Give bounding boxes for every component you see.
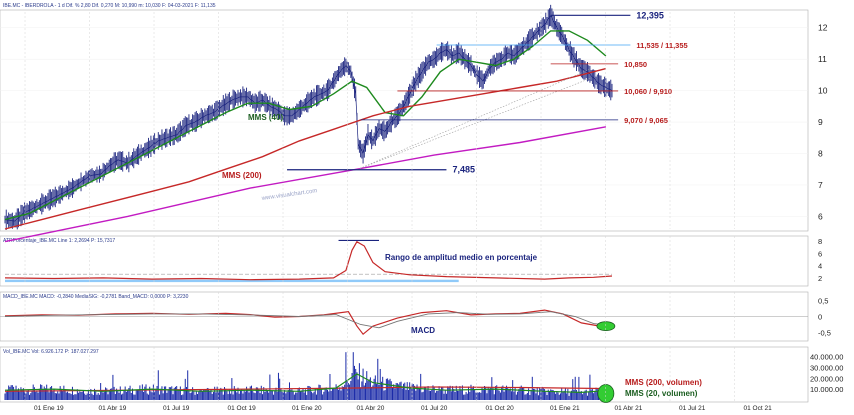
- x-tick: 01 Oct 19: [228, 405, 257, 412]
- price-pane: 6 7 8 9 10 11 12 12,395 11,535 / 11,355 10,850 10,…: [0, 4, 828, 243]
- price-pane-title: IBE.MC - IBERDROLA - 1 d Dif. % 2,80 Dif…: [3, 3, 216, 9]
- price-y-tick: 10: [818, 86, 828, 96]
- price-series-0: [4, 30, 607, 221]
- level-label-3: 10,060 / 9,910: [624, 87, 672, 96]
- price-y-tick: 12: [818, 23, 828, 33]
- x-tick: 01 Oct 20: [486, 405, 515, 412]
- x-tick: 01 Abr 20: [357, 405, 385, 412]
- level-label-1: 11,535 / 11,355: [636, 41, 687, 50]
- vol-y-tick: 40.000.00: [810, 353, 843, 362]
- x-tick: 01 Ene 21: [550, 405, 580, 412]
- atr-pane-frame: [0, 235, 809, 287]
- price-y-tick: 7: [818, 180, 823, 190]
- vol-y-tick: 20.000.00: [810, 374, 843, 383]
- x-tick: 01 Oct 21: [744, 405, 773, 412]
- atr-pane-title: ATRPorcentaje_IBE.MC Line 1: 2,2694 P: 1…: [3, 238, 115, 244]
- x-tick: 01 Jul 21: [679, 405, 706, 412]
- x-tick: 01 Abr 21: [615, 405, 643, 412]
- macd-y-tick: -0,5: [818, 329, 831, 338]
- volume-pane-title: Vol_IBE.MC Vol: 6.926.172 P: 187.027.297: [3, 349, 99, 355]
- vol-series-1: [4, 373, 613, 394]
- price-y-tick: 6: [818, 211, 823, 221]
- macd-highlight: [596, 321, 616, 332]
- price-y-tick: 11: [818, 54, 827, 64]
- level-label-5: 7,485: [452, 165, 475, 175]
- vol-y-tick: 30.000.00: [810, 363, 843, 372]
- x-axis: 01 Ene 19 01 Abr 19 01 Jul 19 01 Oct 19 01 E…: [24, 12, 773, 412]
- atr-y-tick: 8: [818, 237, 822, 246]
- macd-annotation: MACD: [411, 326, 435, 335]
- vol-mms20-label: MMS (20, volumen): [625, 389, 698, 398]
- mms40-label: MMS (40): [248, 113, 283, 122]
- atr-y-tick: 4: [818, 262, 822, 271]
- level-label-4: 9,070 / 9,065: [624, 116, 668, 125]
- atr-annotation: Rango de amplitud medio en porcentaje: [385, 253, 538, 262]
- atr-pane: 2 4 6 8: [4, 237, 822, 283]
- atr-y-tick: 2: [818, 274, 822, 283]
- macd-y-tick: 0,5: [818, 296, 828, 305]
- x-tick: 01 Ene 19: [34, 405, 64, 412]
- vol-highlight: [597, 384, 615, 403]
- macd-y-tick: 0: [818, 313, 822, 322]
- macd-series-1: [4, 311, 613, 329]
- macd-pane: 0,5 0 -0,5: [0, 296, 831, 338]
- trendline: [356, 68, 592, 170]
- atr-band: [5, 279, 459, 283]
- atr-series-0: [4, 240, 613, 281]
- atr-y-tick: 6: [818, 249, 822, 258]
- x-tick: 01 Abr 19: [99, 405, 127, 412]
- x-tick: 01 Ene 20: [292, 405, 322, 412]
- macd-pane-title: MACD_IBE.MC MACD: -0,2840 MediaSIG: -0,2…: [3, 294, 189, 300]
- x-tick: 01 Jul 20: [421, 405, 448, 412]
- level-label-2: 10,850: [624, 60, 647, 69]
- price-y-tick: 8: [818, 149, 823, 159]
- mms200-label: MMS (200): [222, 171, 262, 180]
- price-series-1: [4, 67, 607, 230]
- price-line: [4, 14, 613, 222]
- x-tick: 01 Jul 19: [163, 405, 190, 412]
- vol-mms200-label: MMS (200, volumen): [625, 378, 702, 387]
- vol-y-tick: 10.000.00: [810, 385, 843, 394]
- price-y-tick: 9: [818, 117, 823, 127]
- level-label-0: 12,395: [636, 10, 664, 20]
- price-pane-frame: [0, 9, 809, 232]
